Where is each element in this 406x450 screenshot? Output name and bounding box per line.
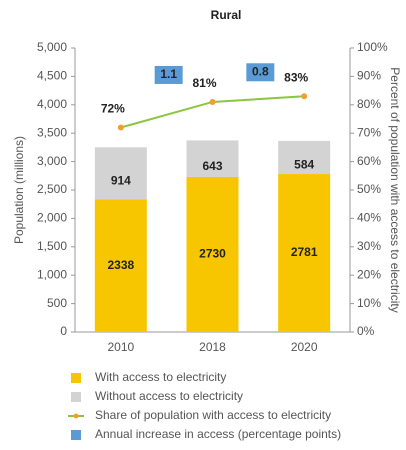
y-tick-label: 3,000 <box>37 154 67 168</box>
y2-tick-label: 40% <box>357 211 381 225</box>
y-axis-label: Population (millions) <box>12 136 26 244</box>
y-tick-label: 500 <box>47 296 67 310</box>
y-tick-label: 4,500 <box>37 69 67 83</box>
legend-label: Annual increase in access (percentage po… <box>95 427 341 441</box>
annotation-box <box>154 65 183 84</box>
line-value-label: 83% <box>284 70 308 84</box>
y-tick-label: 2,000 <box>37 211 67 225</box>
legend-swatch <box>71 392 81 402</box>
annotation-box <box>246 63 275 82</box>
y-tick-label: 0 <box>60 324 67 338</box>
bar-segment <box>186 140 239 177</box>
bar-value-label: 643 <box>202 159 222 173</box>
x-tick-label: 2020 <box>291 340 318 354</box>
y2-tick-label: 60% <box>357 154 381 168</box>
bar-value-label: 2730 <box>199 247 226 261</box>
annotation-label: 0.8 <box>252 64 269 78</box>
y2-axis-label: Percent of population with access to ele… <box>388 67 402 312</box>
bar-value-label: 2781 <box>291 245 318 259</box>
line-value-label: 72% <box>101 102 125 116</box>
y-tick-label: 1,000 <box>37 267 67 281</box>
x-tick-label: 2010 <box>107 340 134 354</box>
y2-tick-label: 0% <box>357 324 375 338</box>
bar-value-label: 2338 <box>107 258 134 272</box>
bar-segment <box>186 176 239 332</box>
annotation-label: 1.1 <box>160 67 177 81</box>
legend-label: With access to electricity <box>95 370 226 384</box>
legend-swatch <box>71 430 81 440</box>
bar-value-label: 584 <box>294 158 314 172</box>
y2-tick-label: 90% <box>357 69 381 83</box>
line-marker <box>117 124 124 131</box>
legend-marker <box>73 413 79 419</box>
line-value-label: 81% <box>192 76 216 90</box>
legend-swatch <box>71 373 81 383</box>
y2-tick-label: 50% <box>357 182 381 196</box>
y2-tick-label: 10% <box>357 296 381 310</box>
y-tick-label: 3,500 <box>37 125 67 139</box>
bar-segment <box>94 147 147 200</box>
y2-tick-label: 80% <box>357 97 381 111</box>
x-tick-label: 2018 <box>199 340 226 354</box>
y-tick-label: 2,500 <box>37 182 67 196</box>
bar-segment <box>94 199 147 332</box>
y2-tick-label: 100% <box>357 40 388 54</box>
y2-tick-label: 30% <box>357 239 381 253</box>
y-tick-label: 1,500 <box>37 239 67 253</box>
bar-segment <box>278 174 331 332</box>
y2-tick-label: 20% <box>357 267 381 281</box>
line-marker <box>209 98 216 105</box>
y-tick-label: 4,000 <box>37 97 67 111</box>
legend-label: Without access to electricity <box>95 389 243 403</box>
bar-segment <box>278 140 331 175</box>
bar-value-label: 914 <box>111 173 131 187</box>
y2-tick-label: 70% <box>357 125 381 139</box>
legend-label: Share of population with access to elect… <box>95 408 331 422</box>
chart-title: Rural <box>211 8 242 22</box>
line-marker <box>301 93 308 100</box>
y-tick-label: 5,000 <box>37 40 67 54</box>
